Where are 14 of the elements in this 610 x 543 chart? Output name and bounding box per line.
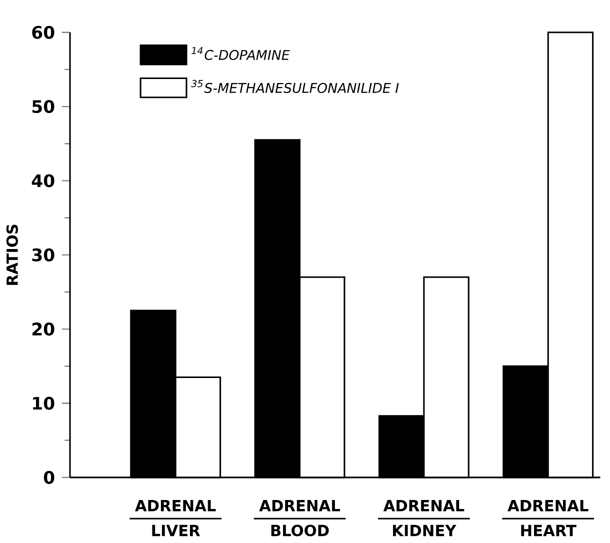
y-tick-label: 60 <box>32 26 54 40</box>
x-tick-label: ADRENAL KIDNEY <box>383 500 464 536</box>
legend-label: $^{35}$S-METHANESULFONANILIDE I <box>191 80 399 94</box>
y-tick-label: 30 <box>32 248 54 262</box>
y-axis-title: RATIOS <box>6 224 18 285</box>
x-tick-label: ADRENAL BLOOD <box>259 500 340 536</box>
y-tick-label: 10 <box>33 396 54 410</box>
x-tick-label: ADRENAL HEART <box>508 500 588 536</box>
legend-label: $^{14}$C-DOPAMINE <box>192 47 290 60</box>
y-tick-label: 20 <box>32 322 54 336</box>
y-tick-label: 50 <box>32 100 54 114</box>
y-tick-label: 0 <box>44 471 54 484</box>
x-tick-label: ADRENAL LIVER <box>135 500 216 536</box>
y-tick-label: 40 <box>32 174 54 188</box>
